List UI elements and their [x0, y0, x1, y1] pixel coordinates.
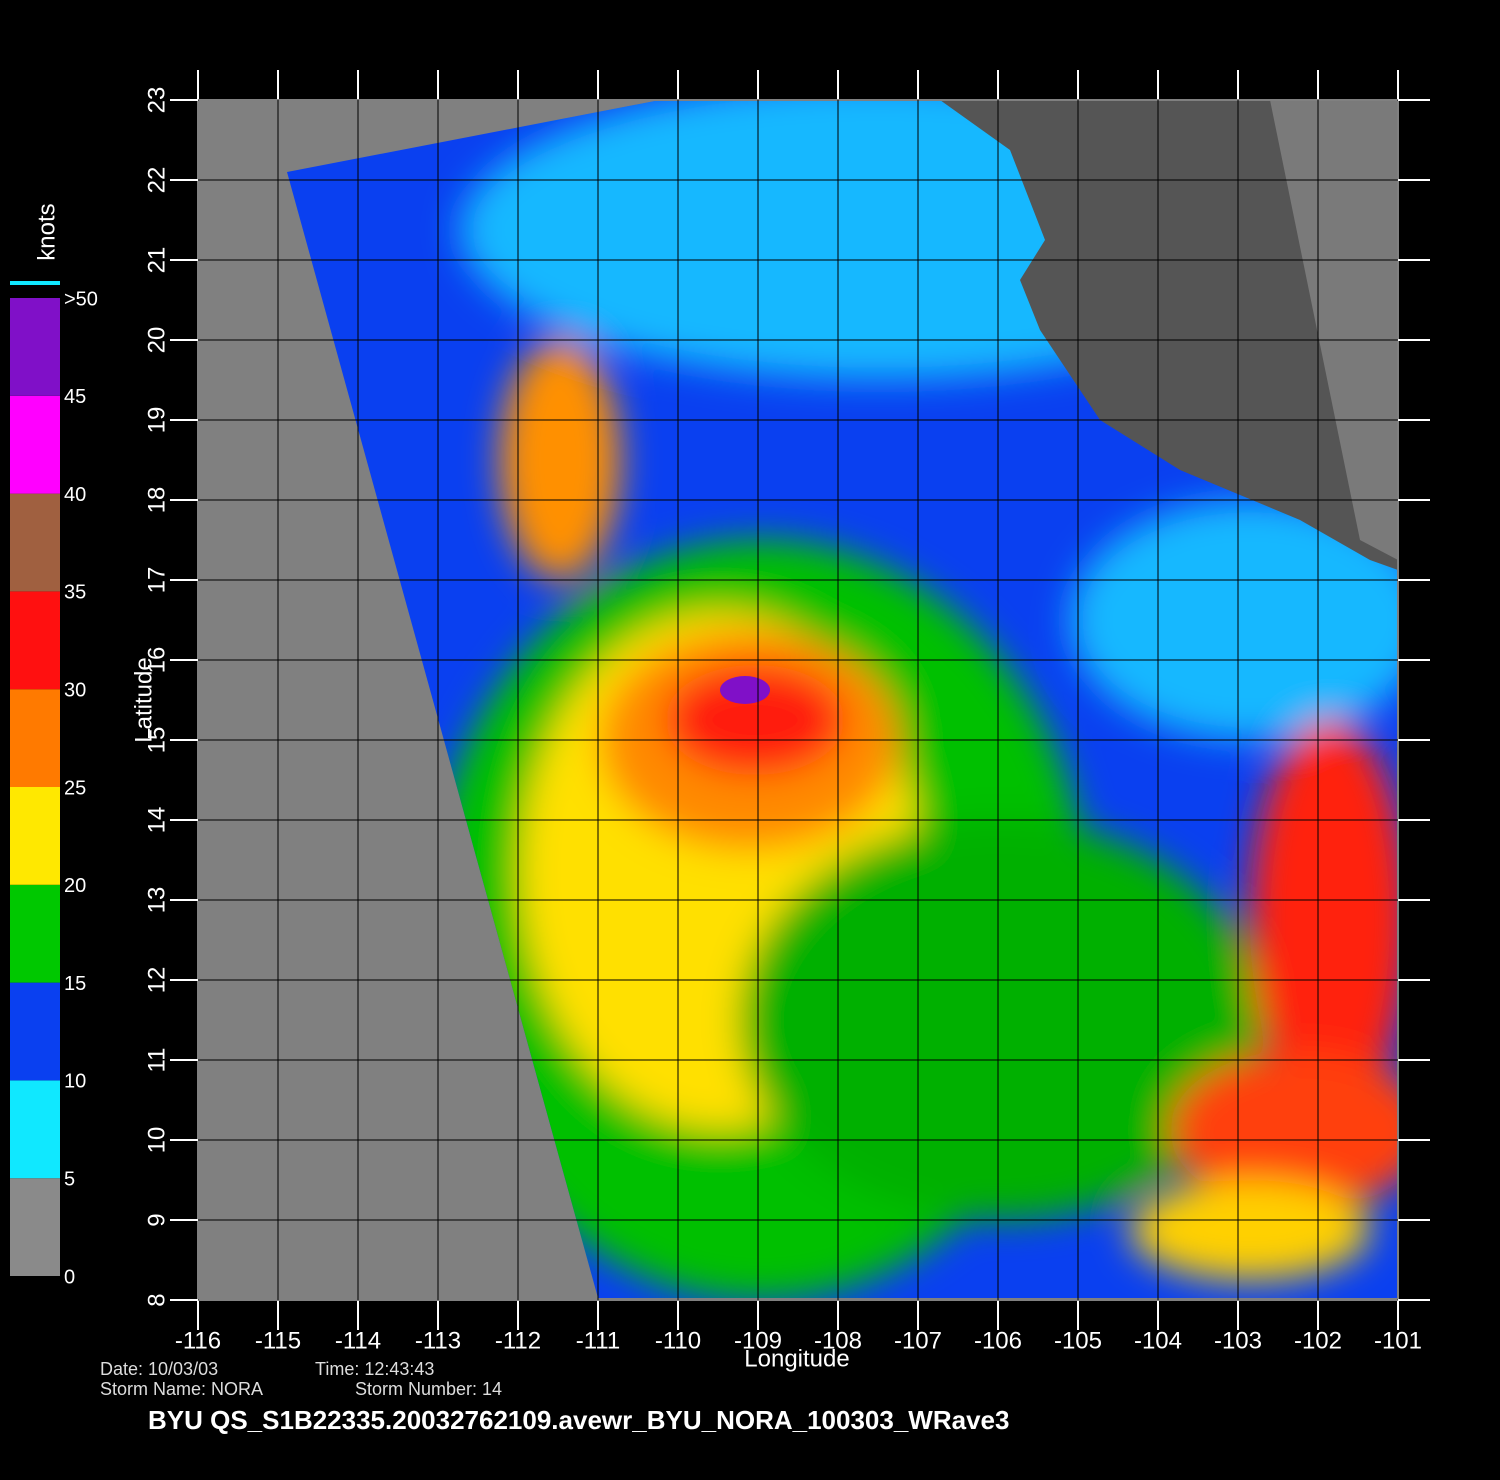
y-axis-label: Latitude: [130, 657, 157, 742]
colorbar-band: [10, 689, 60, 787]
x-tick-label: -108: [814, 1327, 862, 1354]
colorbar-tick-label: >50: [64, 288, 98, 310]
y-tick-label: 9: [143, 1213, 170, 1226]
colorbar-band: [10, 982, 60, 1081]
storm-name: Storm Name: NORA: [100, 1379, 263, 1399]
y-tick-label: 16: [143, 647, 170, 674]
date: Date: 10/03/03: [100, 1359, 218, 1379]
y-tick-label: 11: [143, 1048, 170, 1073]
land: [700, 100, 1398, 570]
colorbar-tick-label: 10: [64, 1071, 86, 1093]
y-tick-label: 18: [143, 487, 170, 514]
x-tick-label: -109: [734, 1327, 782, 1354]
time: Time: 12:43:43: [315, 1359, 434, 1379]
colorbar-band: [10, 1080, 60, 1179]
x-tick-label: -111: [576, 1327, 620, 1354]
y-tick-label: 15: [143, 727, 170, 754]
colorbar-title: knots: [33, 203, 60, 260]
y-tick-label: 14: [143, 807, 170, 834]
x-tick-label: -116: [175, 1327, 221, 1354]
x-tick-label: -113: [415, 1327, 461, 1354]
colorbar-band: [10, 1178, 60, 1276]
x-tick-label: -106: [974, 1327, 1022, 1354]
land-edge: [1270, 100, 1398, 560]
colorbar-band: [10, 591, 60, 690]
colorbar-tick-label: 0: [64, 1266, 75, 1288]
y-tick-label: 21: [143, 247, 170, 274]
y-tick-label: 8: [143, 1293, 170, 1306]
x-tick-label: -114: [335, 1327, 381, 1354]
x-tick-label: -112: [495, 1327, 541, 1354]
colorbar-tick-label: 30: [64, 679, 86, 701]
colorbar-band: [10, 395, 60, 494]
colorbar-tick-label: 40: [64, 484, 86, 506]
colorbar-tick-label: 20: [64, 875, 86, 897]
colorbar-tick-label: 15: [64, 973, 86, 995]
colorbar-band: [10, 787, 60, 885]
colorbar-band: [10, 884, 60, 983]
x-axis-label: Longitude: [744, 1345, 849, 1372]
y-tick-label: 22: [143, 167, 170, 194]
colorbar-tick-label: 25: [64, 777, 86, 799]
y-tick-label: 12: [143, 967, 170, 994]
title: BYU QS_S1B22335.20032762109.avewr_BYU_NO…: [148, 1405, 1009, 1435]
x-tick-label: -102: [1294, 1327, 1342, 1354]
x-tick-label: -110: [655, 1327, 701, 1354]
colorbar-band: [10, 493, 60, 592]
y-tick-label: 20: [143, 327, 170, 354]
storm-number: Storm Number: 14: [355, 1379, 502, 1399]
colorbar-cap: [10, 281, 60, 285]
y-tick-label: 23: [143, 87, 170, 114]
colorbar-band: [10, 298, 60, 396]
y-tick-label: 13: [143, 887, 170, 914]
x-tick-label: -103: [1214, 1327, 1262, 1354]
x-tick-label: -107: [894, 1327, 942, 1354]
x-tick-label: -104: [1134, 1327, 1182, 1354]
x-tick-label: -101: [1374, 1327, 1422, 1354]
y-tick-label: 10: [143, 1127, 170, 1154]
y-tick-label: 17: [143, 567, 170, 594]
x-tick-label: -105: [1054, 1327, 1102, 1354]
x-tick-label: -115: [255, 1327, 301, 1354]
colorbar-tick-label: 45: [64, 386, 86, 408]
colorbar-tick-label: 35: [64, 582, 86, 604]
storm-eye: [720, 676, 770, 704]
colorbar-tick-label: 5: [64, 1168, 75, 1190]
y-tick-label: 19: [143, 407, 170, 434]
